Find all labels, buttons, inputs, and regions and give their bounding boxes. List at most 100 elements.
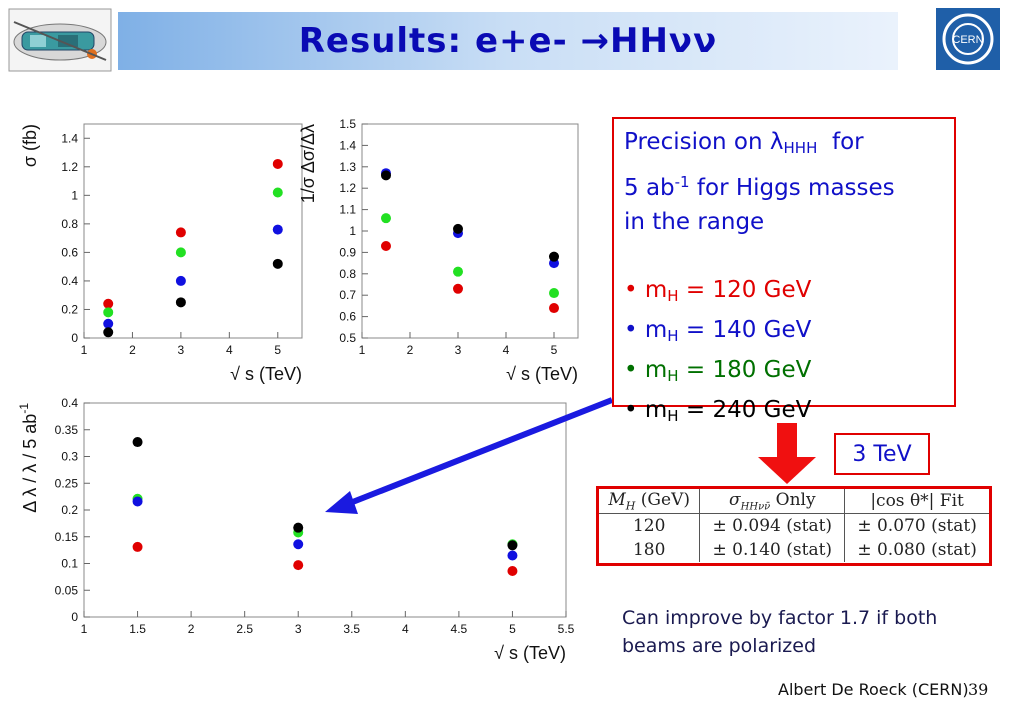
- y-tick-label: 0.35: [55, 423, 79, 437]
- y-tick-label: 0.4: [61, 396, 78, 410]
- y-tick-label: 1.3: [339, 160, 356, 174]
- table-header-row: MH (GeV) σHHνν̄ Only |cos θ*| Fit: [599, 489, 989, 514]
- y-axis-label: σ (fb): [20, 124, 40, 167]
- info-line-3: in the range: [624, 209, 765, 235]
- y-tick-label: 0.3: [61, 450, 78, 464]
- data-point: [507, 550, 518, 561]
- x-tick-label: 1: [359, 343, 366, 357]
- y-tick-label: 1: [71, 188, 78, 202]
- x-tick-label: 2.5: [236, 622, 253, 636]
- page-number: 39: [968, 680, 989, 699]
- data-point: [549, 288, 559, 299]
- x-tick-label: 5.5: [558, 622, 575, 636]
- cell-cos: ± 0.080 (stat): [844, 538, 989, 562]
- title-banner: [118, 12, 898, 70]
- cell-mass: 120: [632, 516, 666, 536]
- mass-list: • mH = 120 GeV • mH = 140 GeV • mH = 180 G…: [624, 273, 944, 433]
- x-tick-label: 3: [455, 343, 462, 357]
- data-point: [175, 227, 186, 238]
- mass-item: • mH = 180 GeV: [624, 357, 812, 385]
- y-axis-label: 1/σ Δσ/Δλ: [298, 124, 318, 203]
- header-cos: |cos θ*| Fit: [844, 489, 989, 514]
- x-tick-label: 2: [407, 343, 414, 357]
- mass-item: • mH = 140 GeV: [624, 317, 812, 345]
- precision-info-box: Precision on λHHH for 5 ab-1 for Higgs m…: [612, 117, 956, 425]
- data-point: [272, 258, 283, 269]
- y-tick-label: 0.2: [61, 503, 78, 517]
- x-tick-label: 4.5: [451, 622, 468, 636]
- data-point: [381, 240, 391, 251]
- cell-mass: 180: [632, 540, 666, 560]
- detector-logo-icon: [8, 8, 112, 72]
- y-tick-label: 1.1: [339, 203, 356, 217]
- data-point: [175, 247, 186, 258]
- x-axis-label: √ s (TeV): [506, 364, 578, 384]
- table-row: 180 ± 0.140 (stat) ± 0.080 (stat): [599, 538, 989, 562]
- mass-item: • mH = 240 GeV: [624, 397, 812, 425]
- data-point: [293, 522, 304, 533]
- x-tick-label: 5: [509, 622, 516, 636]
- y-tick-label: 0.15: [55, 530, 79, 544]
- info-line-2: 5 ab-1 for Higgs masses: [624, 173, 895, 201]
- energy-label-box: 3 TeV: [834, 433, 930, 475]
- header-sigma: σHHνν̄ Only: [699, 489, 845, 514]
- x-tick-label: 5: [274, 343, 281, 357]
- x-tick-label: 3: [295, 622, 302, 636]
- data-point: [103, 298, 114, 309]
- x-tick-label: 4: [402, 622, 409, 636]
- results-table-box: MH (GeV) σHHνν̄ Only |cos θ*| Fit 120 ± …: [596, 486, 992, 566]
- plot-frame: [83, 123, 303, 339]
- y-tick-label: 1.5: [339, 117, 356, 131]
- info-spacer: [624, 239, 944, 273]
- y-tick-label: 0: [71, 610, 78, 624]
- data-point: [453, 266, 463, 277]
- mass-item: • mH = 120 GeV: [624, 277, 812, 305]
- pointer-arrow: [325, 397, 614, 514]
- data-point: [453, 283, 463, 294]
- data-point: [175, 297, 186, 308]
- results-table: MH (GeV) σHHνν̄ Only |cos θ*| Fit 120 ± …: [599, 489, 989, 562]
- y-tick-label: 0.25: [55, 476, 79, 490]
- y-tick-label: 0.8: [339, 267, 356, 281]
- data-point: [132, 496, 143, 507]
- cell-sigma: ± 0.094 (stat): [699, 513, 845, 538]
- x-tick-label: 5: [551, 343, 558, 357]
- data-point: [272, 187, 283, 198]
- x-tick-label: 1.5: [129, 622, 146, 636]
- y-tick-label: 0.4: [61, 274, 78, 288]
- x-axis-label: √ s (TeV): [230, 364, 302, 384]
- data-point: [549, 303, 559, 314]
- precision-chart: 1 1.5 2 2.5 3 3.5 4 4.5 5 5.5 0 0.05 0.1 0.15 0.2 0.25 0…: [17, 396, 575, 663]
- data-point: [293, 539, 304, 550]
- y-tick-label: 0.9: [339, 245, 356, 259]
- down-arrow-icon: [758, 423, 816, 484]
- data-point: [272, 158, 283, 169]
- data-point: [453, 223, 463, 234]
- header-mass: MH (GeV): [599, 489, 700, 514]
- sigma-chart: 1 2 3 4 5 0 0.2 0.4 0.6 0.8 1 1.2 1.4 √ s (TeV) σ (fb): [20, 123, 303, 384]
- polarization-note: Can improve by factor 1.7 if both beams …: [622, 607, 938, 657]
- x-tick-label: 2: [129, 343, 136, 357]
- slide-title: Results: e+e- →HHνν: [298, 21, 718, 61]
- x-tick-label: 1: [81, 622, 88, 636]
- table-row: 120 ± 0.094 (stat) ± 0.070 (stat): [599, 513, 989, 538]
- y-tick-label: 0.5: [339, 331, 356, 345]
- y-tick-label: 1.4: [61, 131, 78, 145]
- y-tick-label: 0.6: [61, 245, 78, 259]
- y-tick-label: 0.05: [55, 583, 79, 597]
- data-point: [272, 224, 283, 235]
- data-point: [103, 307, 114, 318]
- x-tick-label: 1: [81, 343, 88, 357]
- data-point: [549, 251, 559, 262]
- y-tick-label: 0.6: [339, 310, 356, 324]
- y-tick-label: 0.2: [61, 302, 78, 316]
- cern-logo-icon: CERN: [936, 8, 1000, 70]
- data-point: [293, 560, 304, 571]
- author-footer: Albert De Roeck (CERN): [778, 680, 969, 699]
- data-point: [132, 437, 143, 448]
- y-tick-label: 1: [349, 224, 356, 238]
- svg-text:CERN: CERN: [952, 34, 983, 46]
- x-axis-label: √ s (TeV): [494, 643, 566, 663]
- x-tick-label: 4: [226, 343, 233, 357]
